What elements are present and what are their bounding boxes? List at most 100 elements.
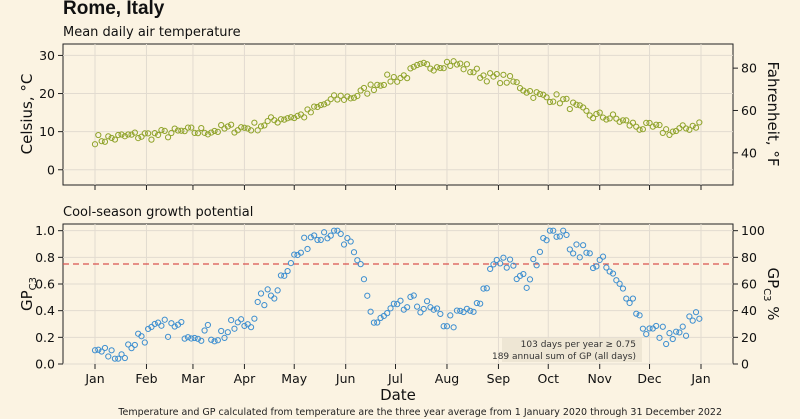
- temp-point: [447, 62, 454, 69]
- temp-point: [194, 130, 202, 137]
- temp-point: [589, 115, 597, 122]
- gp-point: [284, 267, 291, 275]
- gp-point: [506, 256, 514, 263]
- gp-point: [184, 334, 192, 341]
- temp-point: [380, 81, 387, 89]
- temp-point: [257, 123, 265, 130]
- x-tick-label: Nov: [588, 371, 613, 386]
- temp-gridlines: [63, 44, 733, 185]
- temp-point: [619, 117, 627, 124]
- x-tick-label: Jun: [335, 371, 356, 386]
- temp-point: [284, 115, 291, 122]
- gp-point: [596, 256, 603, 264]
- temp-point: [171, 125, 178, 132]
- gp-point: [340, 241, 348, 248]
- temp-point: [523, 89, 530, 96]
- temp-point: [158, 127, 165, 134]
- temp-point: [304, 106, 311, 113]
- gp-point: [543, 237, 550, 244]
- temp-point: [347, 95, 354, 102]
- temp-point: [413, 61, 421, 69]
- gp-point: [238, 316, 245, 323]
- temp-point: [344, 93, 351, 100]
- temp-point: [321, 101, 328, 108]
- gp-point: [148, 323, 155, 331]
- gp-point: [470, 308, 477, 315]
- gp-point: [536, 248, 544, 255]
- gp-point: [364, 292, 371, 299]
- temp-point: [493, 70, 500, 78]
- temp-point: [168, 129, 175, 137]
- temp-point: [560, 96, 567, 103]
- gp-ytick-right-label: 60: [741, 277, 757, 292]
- temp-point: [676, 125, 683, 132]
- temp-point: [330, 92, 338, 99]
- temp-point: [649, 123, 656, 130]
- temp-point: [566, 105, 573, 113]
- gp-point: [221, 334, 228, 341]
- gp-point: [95, 346, 102, 353]
- gp-point: [267, 292, 275, 299]
- temp-point: [244, 125, 251, 132]
- gp-point: [327, 232, 334, 239]
- temp-point: [410, 63, 417, 70]
- gp-point: [563, 231, 570, 239]
- temp-point: [208, 129, 215, 136]
- gp-point: [125, 341, 132, 348]
- temp-point: [653, 121, 660, 128]
- temp-point: [606, 115, 613, 122]
- temp-point: [506, 73, 514, 80]
- gp-point: [334, 227, 341, 234]
- gp-point: [450, 324, 457, 331]
- gp-ytick-right-label: 20: [741, 330, 757, 345]
- temp-point: [178, 127, 185, 134]
- gp-ytick-label: 0.6: [35, 277, 55, 292]
- temp-point: [460, 66, 467, 73]
- gp-point: [115, 355, 122, 362]
- temp-point: [663, 126, 670, 133]
- gp-point: [204, 321, 211, 329]
- gp-point: [241, 322, 248, 330]
- gp-point: [384, 310, 391, 317]
- temp-point: [115, 131, 122, 139]
- temp-point: [314, 103, 321, 111]
- temp-point: [394, 78, 401, 85]
- gp-point: [510, 262, 517, 269]
- temp-point: [473, 65, 480, 72]
- gp-point: [274, 287, 281, 294]
- gp-point: [457, 307, 464, 314]
- gp-point: [108, 347, 115, 354]
- temp-point: [603, 116, 610, 123]
- gp-point: [271, 295, 278, 302]
- temp-point: [390, 73, 397, 81]
- temp-point: [443, 58, 451, 65]
- x-tick-label: Jul: [387, 371, 403, 386]
- gp-point: [533, 262, 540, 269]
- gp-point: [583, 249, 590, 256]
- gp-point: [503, 264, 510, 271]
- gp-point: [181, 335, 188, 342]
- temp-point: [98, 138, 105, 145]
- temp-point: [131, 129, 138, 136]
- gp-point: [639, 325, 646, 332]
- temp-point: [287, 114, 295, 121]
- temp-point: [135, 135, 142, 142]
- gp-ytick-right-label: 0: [741, 357, 749, 372]
- temp-point: [198, 124, 205, 132]
- gp-ytick-label: 1.0: [35, 223, 55, 238]
- gp-point: [570, 250, 577, 257]
- gp-point: [128, 345, 135, 352]
- gp-point: [198, 337, 205, 344]
- gp-point: [669, 335, 676, 343]
- temp-point: [224, 123, 231, 130]
- temp-point: [228, 121, 235, 128]
- temp-point: [161, 127, 168, 135]
- temp-y-label: Celsius, °C: [18, 74, 36, 155]
- gp-point: [633, 310, 640, 317]
- gp-point: [145, 325, 152, 333]
- temp-point: [327, 96, 334, 103]
- temp-ytick-right-label: 80: [741, 61, 757, 76]
- x-axis-label: Date: [380, 386, 416, 404]
- gp-point: [576, 254, 583, 261]
- temp-point: [334, 96, 341, 103]
